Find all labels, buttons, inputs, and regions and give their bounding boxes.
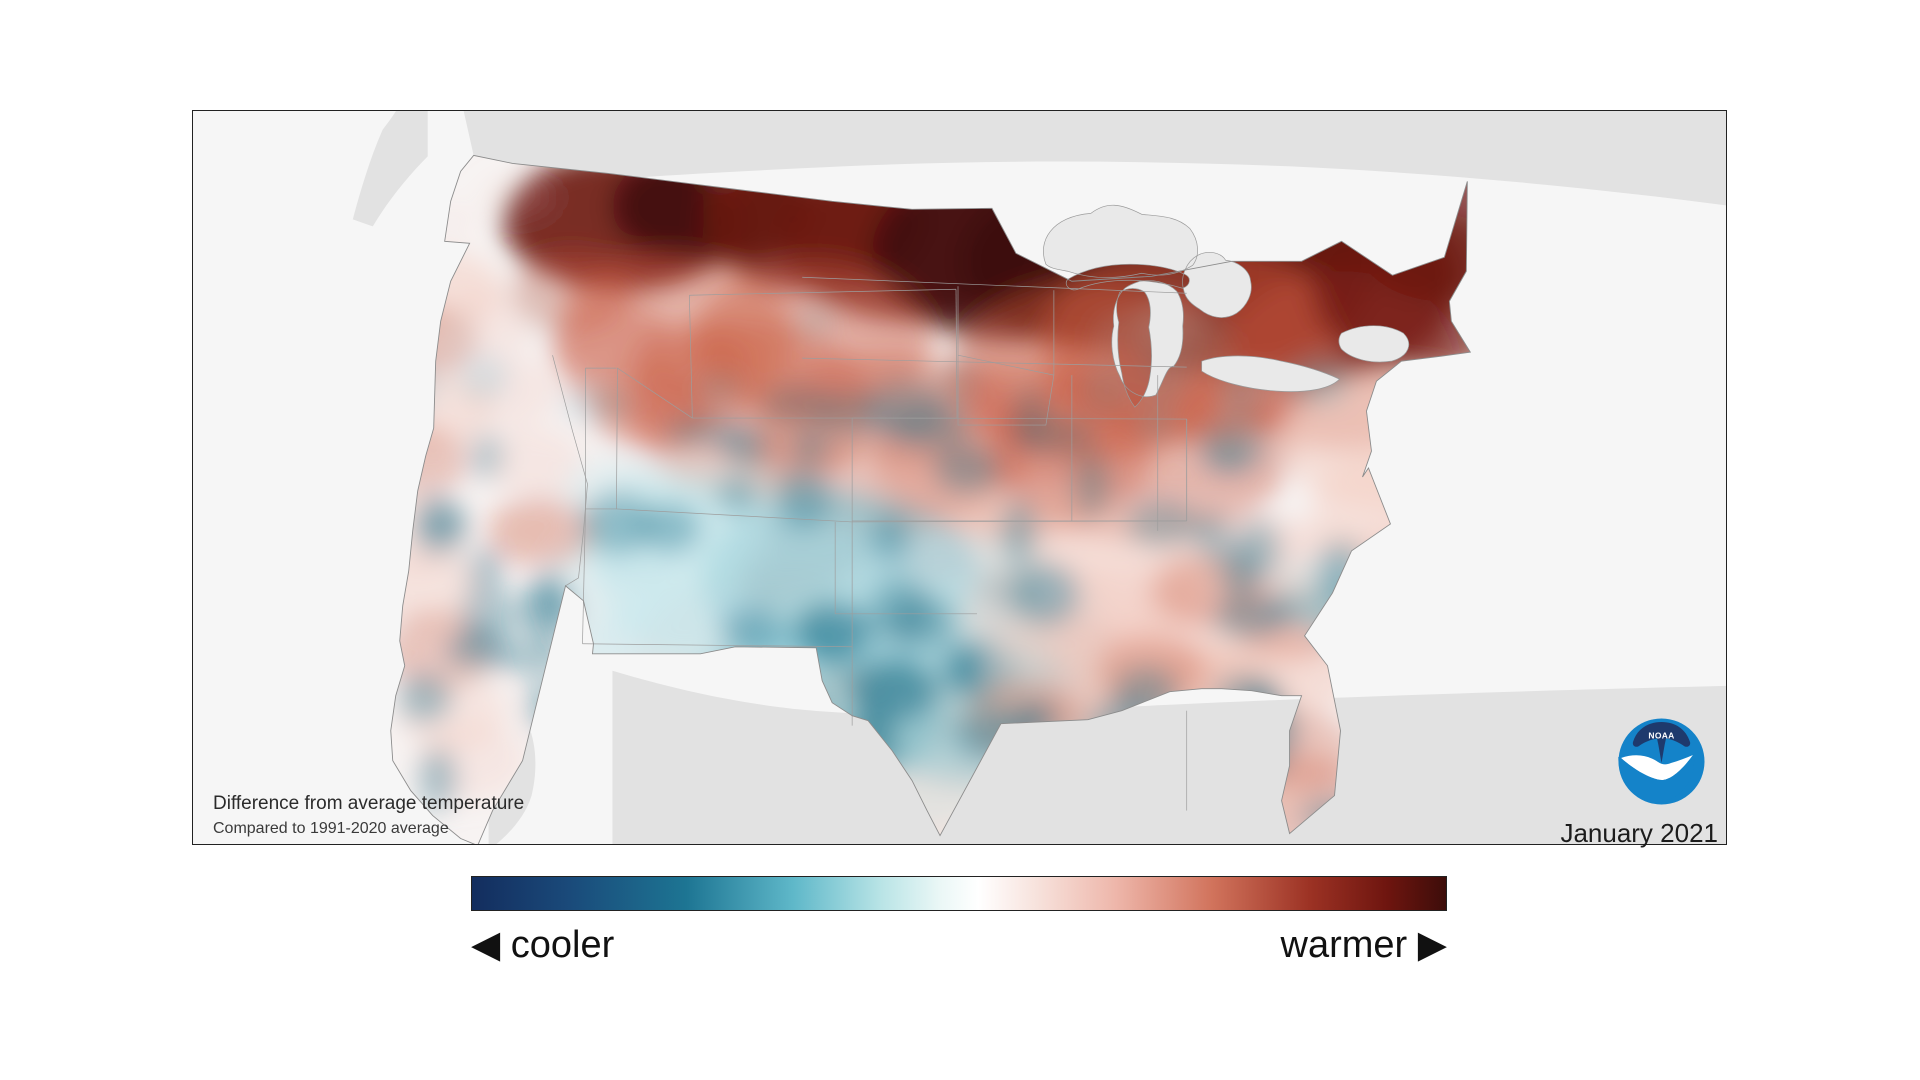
svg-text:NOAA: NOAA [1648, 731, 1674, 741]
